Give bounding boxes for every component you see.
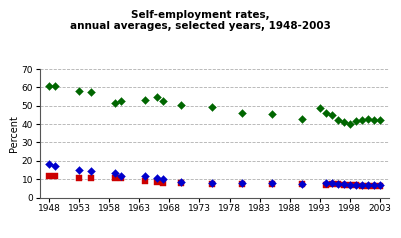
All industries xyxy=(88,169,94,173)
Nonagricultural industries xyxy=(46,174,52,178)
Agriculture xyxy=(52,84,58,88)
All industries xyxy=(328,181,335,185)
Agriculture xyxy=(352,119,359,123)
Nonagricultural industries xyxy=(365,184,371,188)
Y-axis label: Percent: Percent xyxy=(9,115,19,152)
Nonagricultural industries xyxy=(118,176,124,180)
Agriculture xyxy=(322,111,329,115)
Nonagricultural industries xyxy=(154,180,160,184)
Agriculture xyxy=(88,90,94,94)
All industries xyxy=(298,182,305,186)
All industries xyxy=(142,174,148,178)
Agriculture xyxy=(328,113,335,117)
Agriculture xyxy=(371,118,377,121)
All industries xyxy=(359,183,365,187)
All industries xyxy=(52,164,58,168)
Agriculture xyxy=(154,96,160,99)
All industries xyxy=(76,168,83,172)
Nonagricultural industries xyxy=(112,176,119,180)
Agriculture xyxy=(298,117,305,120)
Agriculture xyxy=(365,117,371,120)
Agriculture xyxy=(142,98,148,102)
Agriculture xyxy=(160,99,166,103)
Nonagricultural industries xyxy=(341,183,347,187)
Nonagricultural industries xyxy=(334,182,341,186)
Nonagricultural industries xyxy=(238,182,245,186)
All industries xyxy=(341,182,347,186)
Agriculture xyxy=(316,107,323,110)
All industries xyxy=(377,183,383,187)
Agriculture xyxy=(112,101,119,105)
Nonagricultural industries xyxy=(88,176,94,180)
Nonagricultural industries xyxy=(178,181,184,185)
Agriculture xyxy=(46,84,52,87)
All industries xyxy=(352,183,359,187)
Agriculture xyxy=(118,99,124,103)
Text: Self-employment rates,
annual averages, selected years, 1948-2003: Self-employment rates, annual averages, … xyxy=(70,10,331,31)
All industries xyxy=(209,181,215,185)
All industries xyxy=(178,180,184,184)
Agriculture xyxy=(268,112,275,116)
Nonagricultural industries xyxy=(328,182,335,186)
Nonagricultural industries xyxy=(359,184,365,188)
Nonagricultural industries xyxy=(209,182,215,186)
Nonagricultural industries xyxy=(371,184,377,188)
All industries xyxy=(46,162,52,165)
All industries xyxy=(268,181,275,185)
All industries xyxy=(322,181,329,185)
Nonagricultural industries xyxy=(346,183,353,187)
Agriculture xyxy=(209,105,215,109)
All industries xyxy=(160,177,166,181)
All industries xyxy=(346,183,353,187)
Nonagricultural industries xyxy=(268,182,275,186)
Nonagricultural industries xyxy=(322,183,329,187)
Nonagricultural industries xyxy=(298,182,305,186)
Nonagricultural industries xyxy=(377,184,383,188)
Nonagricultural industries xyxy=(352,183,359,187)
Nonagricultural industries xyxy=(160,181,166,185)
All industries xyxy=(238,181,245,185)
All industries xyxy=(112,171,119,175)
All industries xyxy=(371,183,377,187)
Agriculture xyxy=(346,122,353,126)
Agriculture xyxy=(341,120,347,124)
Agriculture xyxy=(76,89,83,93)
Nonagricultural industries xyxy=(76,176,83,180)
Agriculture xyxy=(334,119,341,122)
Agriculture xyxy=(359,118,365,121)
All industries xyxy=(365,183,371,187)
All industries xyxy=(118,174,124,177)
All industries xyxy=(154,176,160,180)
Nonagricultural industries xyxy=(52,174,58,178)
Agriculture xyxy=(377,119,383,122)
Agriculture xyxy=(238,111,245,115)
Agriculture xyxy=(178,103,184,107)
Nonagricultural industries xyxy=(142,179,148,183)
All industries xyxy=(334,182,341,186)
